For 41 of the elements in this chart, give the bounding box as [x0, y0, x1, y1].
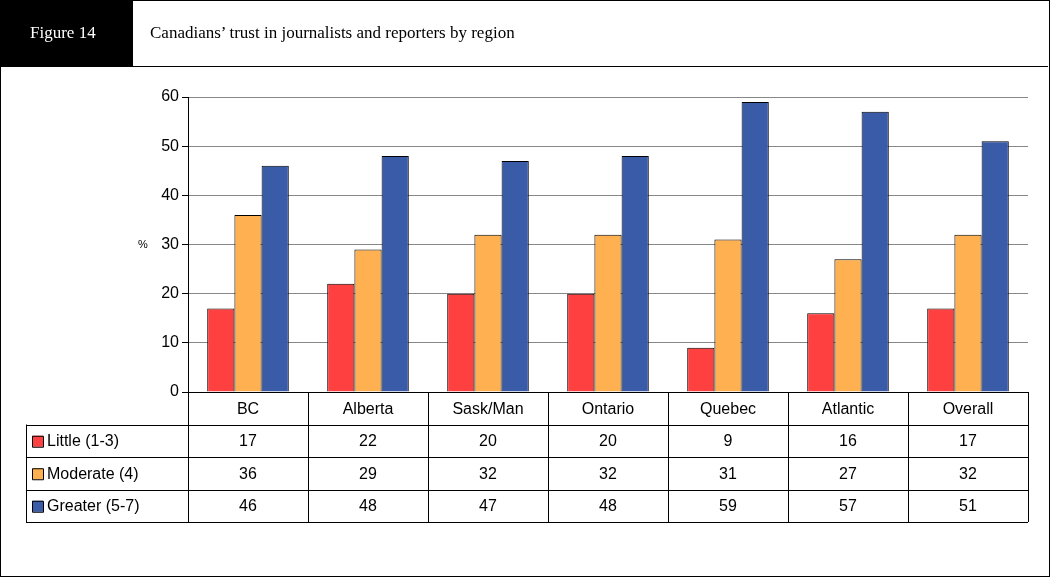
data-label: 32 — [599, 464, 617, 482]
data-label: 27 — [839, 464, 857, 482]
data-label: 9 — [723, 432, 733, 450]
y-tick-label: 30 — [161, 234, 180, 252]
caption: Figure 14 — [0, 0, 133, 66]
data-label: 36 — [239, 464, 257, 482]
legend-label: Moderate (4) — [47, 464, 139, 482]
y-tick-label: 10 — [161, 333, 180, 351]
data-label: 48 — [599, 497, 617, 515]
data-label: 17 — [239, 432, 257, 450]
x-tick-label: Ontario — [581, 399, 635, 417]
x-tick-label: Alberta — [342, 399, 394, 417]
data-label: 46 — [239, 497, 257, 515]
data-label: 20 — [479, 432, 497, 450]
x-tick-label: Quebec — [699, 399, 757, 417]
y-tick-label: 0 — [170, 382, 180, 400]
data-label: 32 — [959, 464, 977, 482]
data-label: 31 — [719, 464, 737, 482]
data-label: 51 — [959, 497, 977, 515]
y-tick-label: 60 — [161, 87, 180, 105]
y-tick-label: 20 — [161, 284, 180, 302]
x-tick-label: Sask/Man — [452, 399, 524, 417]
y-tick-label: 50 — [161, 136, 180, 154]
data-label: 16 — [839, 432, 857, 450]
data-label: 47 — [479, 497, 497, 515]
legend-label: Little (1-3) — [47, 432, 120, 450]
x-tick-label: Overall — [942, 399, 994, 417]
legend-label: Greater (5-7) — [47, 497, 140, 515]
data-label: 20 — [599, 432, 617, 450]
data-label: 57 — [839, 497, 857, 515]
x-tick-label: Atlantic — [821, 399, 875, 417]
data-label: 17 — [959, 432, 977, 450]
y-axis-title: % — [138, 237, 148, 250]
data-label: 29 — [359, 464, 377, 482]
data-label: 48 — [359, 497, 377, 515]
data-label: 22 — [359, 432, 377, 450]
chart-title: Canadians’ trust in journalists and reporters by region — [150, 22, 515, 44]
data-label: 59 — [719, 497, 737, 515]
x-tick-label: BC — [236, 399, 260, 417]
y-tick-label: 40 — [161, 185, 180, 203]
data-label: 32 — [479, 464, 497, 482]
